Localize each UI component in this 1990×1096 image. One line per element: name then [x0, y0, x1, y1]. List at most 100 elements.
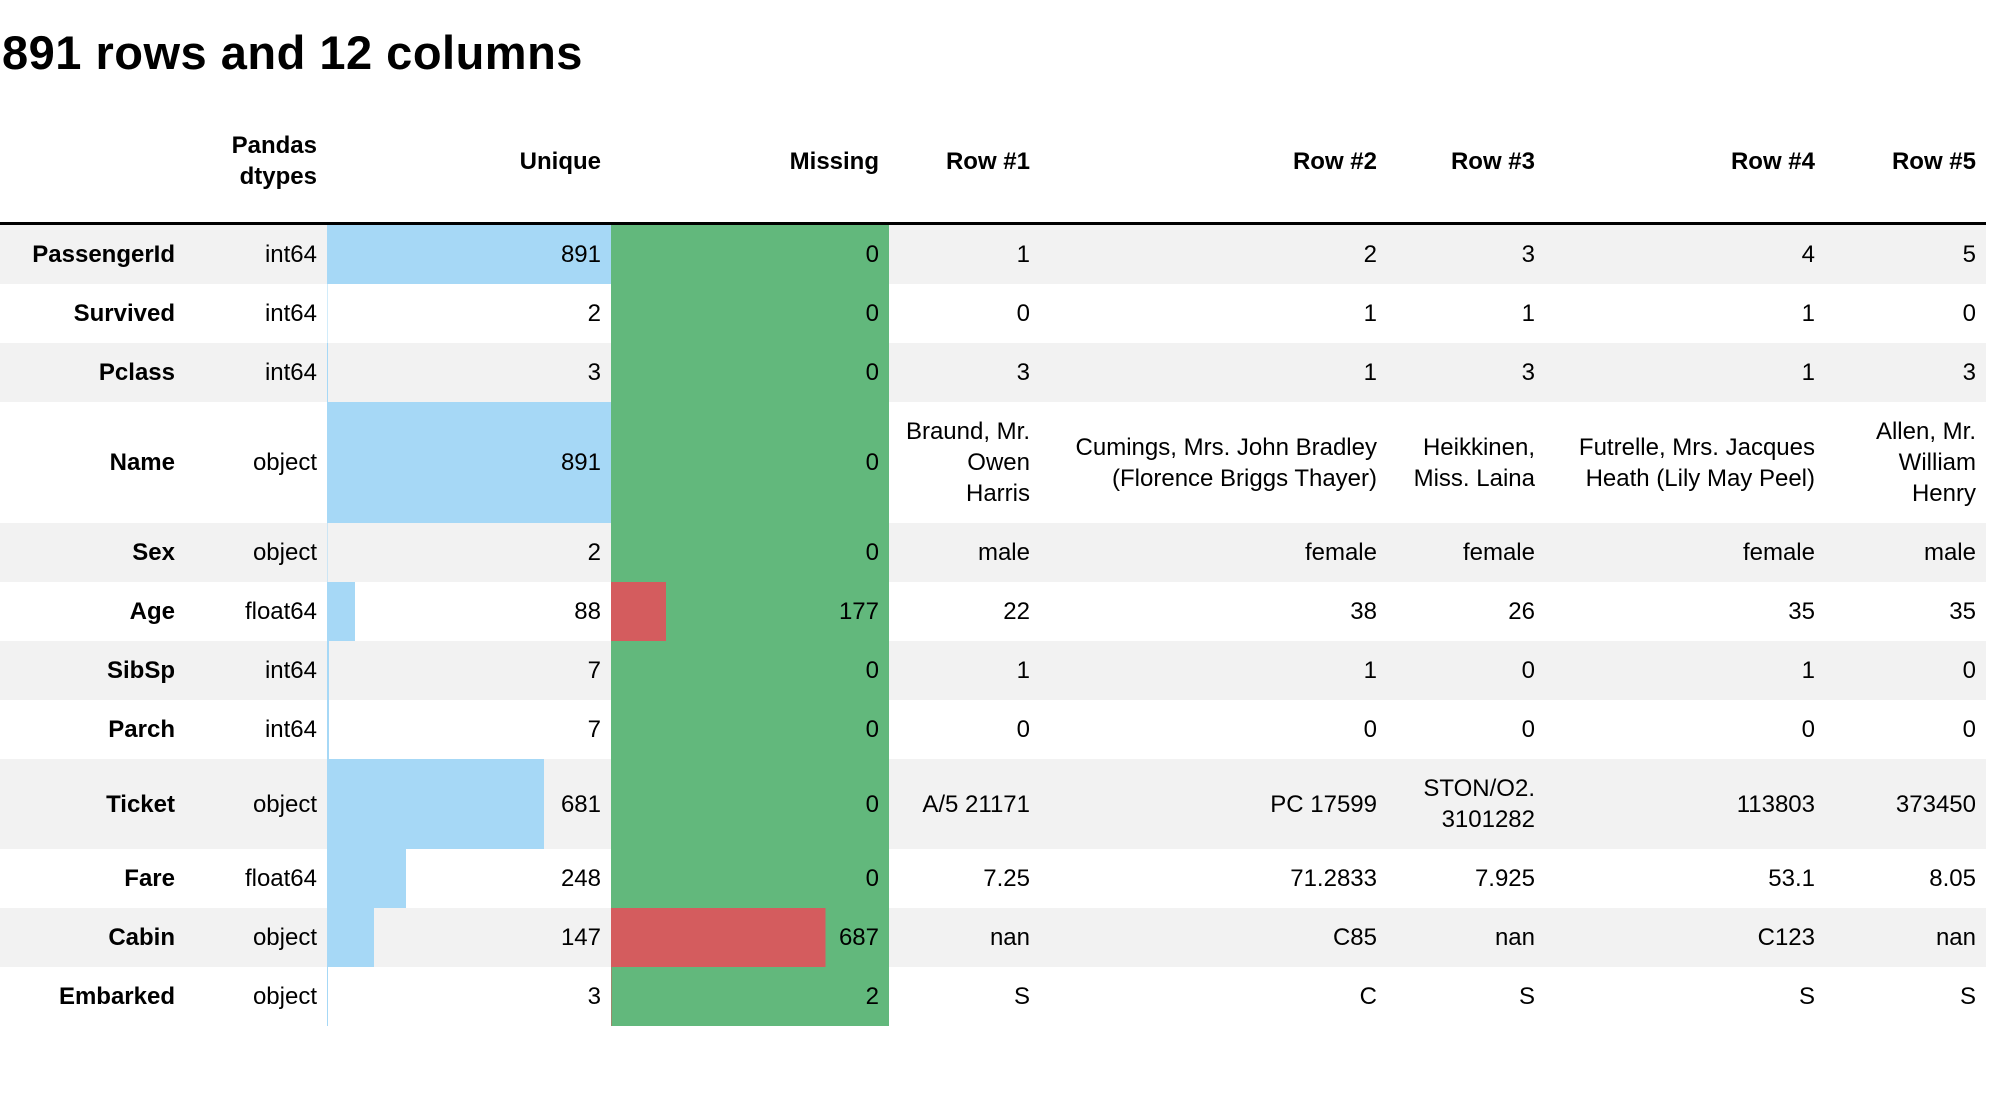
missing-count-bar-cell: 0 — [611, 641, 889, 701]
value-cell-row-2: Cumings, Mrs. John Bradley (Florence Bri… — [1075, 433, 1377, 492]
field-row-name: Name object 891 0 Braund, Mr. Owen Harris Cum… — [0, 402, 1986, 524]
value-cell-row-2: 1 — [1363, 359, 1377, 387]
value-cell-row-3: 3 — [1521, 241, 1535, 269]
unique-count-bar-cell: 7 — [327, 641, 611, 701]
unique-count-bar-cell: 7 — [327, 700, 611, 760]
value-cell-row-3: 0 — [1521, 716, 1535, 744]
value-cell-row-1: nan — [989, 924, 1030, 952]
value-cell-row-5: 0 — [1962, 716, 1976, 744]
missing-count-bar-cell: 2 — [611, 967, 889, 1027]
dtype-cell: int64 — [264, 657, 317, 685]
value-cell-row-1: male — [977, 539, 1030, 567]
value-cell-row-1: A/5 21171 — [922, 790, 1030, 818]
unique-count-bar-cell: 3 — [327, 967, 611, 1027]
value-cell-row-3: 1 — [1521, 300, 1535, 328]
value-cell-row-5: Allen, Mr. William Henry — [1875, 418, 1976, 508]
field-name: PassengerId — [32, 241, 175, 269]
dtype-cell: int64 — [264, 241, 317, 269]
field-row-age: Age float64 88 177 22 38 26 35 35 — [0, 582, 1986, 642]
col-header-missing: Missing — [611, 100, 889, 226]
value-cell-row-2: 71.2833 — [1290, 865, 1377, 893]
value-cell-row-4: 1 — [1801, 657, 1815, 685]
field-row-sibsp: SibSp int64 7 0 1 1 0 1 0 — [0, 641, 1986, 701]
unique-count-bar-cell: 147 — [327, 908, 611, 968]
value-cell-row-5: 373450 — [1895, 790, 1976, 818]
col-header-row-3: Row #3 — [1387, 100, 1545, 226]
value-cell-row-1: 1 — [1016, 657, 1030, 685]
value-cell-row-3: 0 — [1521, 657, 1535, 685]
dtype-cell: object — [252, 983, 317, 1011]
dtype-cell: object — [252, 924, 317, 952]
value-cell-row-5: nan — [1935, 924, 1976, 952]
missing-count-bar-cell: 0 — [611, 849, 889, 909]
summary-table: Pandas dtypes Unique Missing Row #1 Row #2 Ro… — [0, 100, 1986, 1027]
col-header-row-4: Row #4 — [1545, 100, 1825, 226]
value-cell-row-4: 1 — [1801, 359, 1815, 387]
dataframe-summary-output: 891 rows and 12 columns Pandas dtypes Uni… — [0, 26, 1986, 1027]
value-cell-row-2: 38 — [1350, 598, 1377, 626]
value-cell-row-3: nan — [1494, 924, 1535, 952]
col-header-row-2: Row #2 — [1040, 100, 1387, 226]
field-name: Cabin — [108, 924, 175, 952]
field-name: Pclass — [98, 359, 175, 387]
unique-count-bar-cell: 2 — [327, 523, 611, 583]
field-name: SibSp — [106, 657, 175, 685]
dtype-cell: float64 — [244, 598, 317, 626]
dtype-cell: object — [252, 539, 317, 567]
value-cell-row-3: STON/O2. 3101282 — [1423, 775, 1535, 834]
field-name: Parch — [108, 716, 175, 744]
value-cell-row-4: 0 — [1801, 716, 1815, 744]
value-cell-row-4: S — [1798, 983, 1815, 1011]
missing-count-bar-cell: 177 — [611, 582, 889, 642]
dtype-cell: object — [252, 449, 317, 477]
col-header-dtype: Pandas dtypes — [185, 100, 327, 226]
header-row: Pandas dtypes Unique Missing Row #1 Row #2 Ro… — [0, 100, 1986, 226]
field-name: Sex — [132, 539, 175, 567]
table-header: Pandas dtypes Unique Missing Row #1 Row #2 Ro… — [0, 100, 1986, 226]
dtype-cell: int64 — [264, 716, 317, 744]
value-cell-row-3: 7.925 — [1474, 865, 1535, 893]
value-cell-row-1: S — [1013, 983, 1030, 1011]
value-cell-row-2: 2 — [1363, 241, 1377, 269]
unique-count-bar-cell: 891 — [327, 223, 611, 285]
value-cell-row-2: C — [1359, 983, 1377, 1011]
field-name: Name — [109, 449, 175, 477]
field-name: Survived — [73, 300, 175, 328]
value-cell-row-4: 53.1 — [1768, 865, 1815, 893]
missing-count-bar-cell: 0 — [611, 343, 889, 403]
value-cell-row-4: 1 — [1801, 300, 1815, 328]
value-cell-row-2: female — [1304, 539, 1377, 567]
value-cell-row-5: 0 — [1962, 657, 1976, 685]
missing-count-bar-cell: 0 — [611, 523, 889, 583]
value-cell-row-2: C85 — [1332, 924, 1377, 952]
col-header-field — [0, 100, 185, 226]
value-cell-row-1: 7.25 — [983, 865, 1030, 893]
missing-count-bar-cell: 0 — [611, 759, 889, 850]
col-header-row-5: Row #5 — [1825, 100, 1986, 226]
value-cell-row-2: PC 17599 — [1270, 790, 1377, 818]
value-cell-row-2: 1 — [1363, 657, 1377, 685]
field-row-parch: Parch int64 7 0 0 0 0 0 0 — [0, 700, 1986, 760]
unique-count-bar-cell: 891 — [327, 402, 611, 524]
value-cell-row-4: 113803 — [1736, 790, 1815, 818]
col-header-unique: Unique — [327, 100, 611, 226]
value-cell-row-1: 22 — [1003, 598, 1030, 626]
value-cell-row-3: 26 — [1508, 598, 1535, 626]
value-cell-row-3: S — [1518, 983, 1535, 1011]
field-row-cabin: Cabin object 147 687 nan C85 nan C123 nan — [0, 908, 1986, 968]
missing-count-bar-cell: 0 — [611, 402, 889, 524]
missing-count-bar-cell: 0 — [611, 223, 889, 285]
missing-count-bar-cell: 0 — [611, 284, 889, 344]
value-cell-row-5: S — [1959, 983, 1976, 1011]
field-name: Ticket — [106, 790, 175, 818]
missing-count-bar-cell: 0 — [611, 700, 889, 760]
field-row-pclass: Pclass int64 3 0 3 1 3 1 3 — [0, 343, 1986, 403]
dtype-cell: float64 — [244, 865, 317, 893]
field-row-sex: Sex object 2 0 male female female female male — [0, 523, 1986, 583]
value-cell-row-3: 3 — [1521, 359, 1535, 387]
missing-count-bar-cell: 687 — [611, 908, 889, 968]
value-cell-row-3: Heikkinen, Miss. Laina — [1413, 433, 1535, 492]
value-cell-row-1: 1 — [1016, 241, 1030, 269]
value-cell-row-5: 8.05 — [1929, 865, 1976, 893]
value-cell-row-5: 35 — [1949, 598, 1976, 626]
